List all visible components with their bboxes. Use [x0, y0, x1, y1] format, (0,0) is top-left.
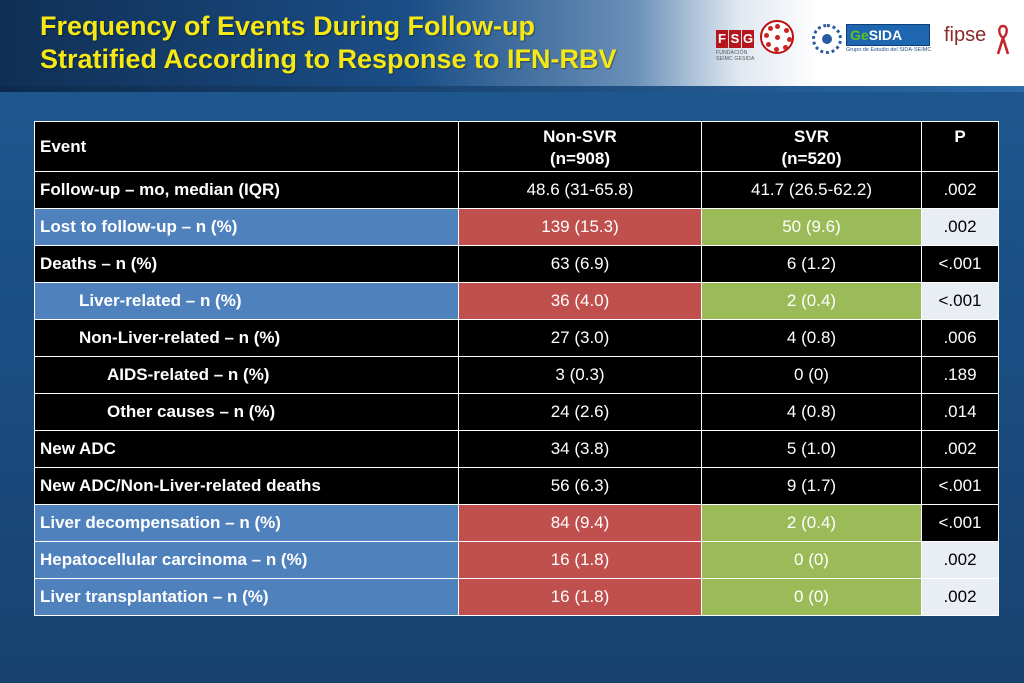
header-event: Event [34, 121, 459, 172]
header-p: P [921, 121, 999, 172]
row-svr-value: 5 (1.0) [701, 430, 922, 468]
row-label: Follow-up – mo, median (IQR) [34, 171, 459, 209]
gesida-name: GeSIDA [846, 24, 930, 46]
fipse-wordmark: fipse [944, 24, 987, 46]
header-nonsvr: Non-SVR (n=908) [458, 121, 702, 172]
row-label: Liver-related – n (%) [34, 282, 459, 320]
table-row: Liver decompensation – n (%) 84 (9.4) 2 … [34, 504, 999, 542]
row-label: Non-Liver-related – n (%) [34, 319, 459, 357]
table-row: New ADC/Non-Liver-related deaths 56 (6.3… [34, 467, 999, 505]
slide-title-line1: Frequency of Events During Follow-up [40, 11, 536, 41]
row-label: Lost to follow-up – n (%) [34, 208, 459, 246]
row-nonsvr-value: 84 (9.4) [458, 504, 702, 542]
row-p-value: <.001 [921, 282, 999, 320]
row-label: New ADC/Non-Liver-related deaths [34, 467, 459, 505]
row-nonsvr-value: 34 (3.8) [458, 430, 702, 468]
row-p-value: <.001 [921, 504, 999, 542]
row-nonsvr-value: 36 (4.0) [458, 282, 702, 320]
row-label: New ADC [34, 430, 459, 468]
table-row: Deaths – n (%) 63 (6.9) 6 (1.2) <.001 [34, 245, 999, 283]
row-label: Liver decompensation – n (%) [34, 504, 459, 542]
table-row: New ADC 34 (3.8) 5 (1.0) .002 [34, 430, 999, 468]
fsg-logo: F S G FUNDACIÓN SEIMC GESIDA [712, 20, 812, 62]
fipse-logo: fipse [944, 20, 1014, 60]
red-ribbon-icon [996, 24, 1010, 55]
row-p-value: .189 [921, 356, 999, 394]
row-label: Liver transplantation – n (%) [34, 578, 459, 616]
row-svr-value: 2 (0.4) [701, 282, 922, 320]
fsg-letter-g: G [742, 30, 754, 48]
row-svr-value: 2 (0.4) [701, 504, 922, 542]
table-row: Follow-up – mo, median (IQR) 48.6 (31-65… [34, 171, 999, 209]
row-nonsvr-value: 48.6 (31-65.8) [458, 171, 702, 209]
row-nonsvr-value: 139 (15.3) [458, 208, 702, 246]
row-svr-value: 4 (0.8) [701, 319, 922, 357]
row-p-value: .002 [921, 208, 999, 246]
table-row: AIDS-related – n (%) 3 (0.3) 0 (0) .189 [34, 356, 999, 394]
events-table-container: Event Non-SVR (n=908) SVR (n=520) P Foll… [34, 121, 999, 616]
table-row: Liver transplantation – n (%) 16 (1.8) 0… [34, 578, 999, 616]
table-header-row: Event Non-SVR (n=908) SVR (n=520) P [34, 121, 999, 172]
row-p-value: .002 [921, 171, 999, 209]
row-nonsvr-value: 56 (6.3) [458, 467, 702, 505]
row-svr-value: 41.7 (26.5-62.2) [701, 171, 922, 209]
fsg-letter-s: S [729, 30, 741, 48]
row-svr-value: 4 (0.8) [701, 393, 922, 431]
row-p-value: .002 [921, 578, 999, 616]
row-p-value: .002 [921, 430, 999, 468]
row-label: AIDS-related – n (%) [34, 356, 459, 394]
row-svr-value: 0 (0) [701, 541, 922, 579]
slide-title-line2: Stratified According to Response to IFN-… [40, 44, 617, 74]
table-row: Lost to follow-up – n (%) 139 (15.3) 50 … [34, 208, 999, 246]
row-p-value: .014 [921, 393, 999, 431]
fsg-subtitle: FUNDACIÓN SEIMC GESIDA [716, 50, 755, 62]
events-table: Event Non-SVR (n=908) SVR (n=520) P Foll… [34, 121, 999, 616]
fsg-letter-f: F [716, 30, 728, 48]
row-p-value: .006 [921, 319, 999, 357]
fsg-emblem-icon [760, 20, 794, 54]
row-nonsvr-value: 3 (0.3) [458, 356, 702, 394]
row-svr-value: 6 (1.2) [701, 245, 922, 283]
table-row: Liver-related – n (%) 36 (4.0) 2 (0.4) <… [34, 282, 999, 320]
row-p-value: <.001 [921, 467, 999, 505]
row-svr-value: 0 (0) [701, 578, 922, 616]
table-row: Other causes – n (%) 24 (2.6) 4 (0.8) .0… [34, 393, 999, 431]
title-accent-line [0, 86, 1024, 92]
gesida-logo: GeSIDA Grupo de Estudio del SIDA-SEIMC [812, 22, 932, 58]
row-svr-value: 50 (9.6) [701, 208, 922, 246]
row-label: Deaths – n (%) [34, 245, 459, 283]
row-nonsvr-value: 24 (2.6) [458, 393, 702, 431]
gesida-tagline: Grupo de Estudio del SIDA-SEIMC [846, 47, 932, 53]
row-svr-value: 9 (1.7) [701, 467, 922, 505]
row-nonsvr-value: 16 (1.8) [458, 578, 702, 616]
table-row: Non-Liver-related – n (%) 27 (3.0) 4 (0.… [34, 319, 999, 357]
row-label: Hepatocellular carcinoma – n (%) [34, 541, 459, 579]
row-nonsvr-value: 27 (3.0) [458, 319, 702, 357]
row-p-value: <.001 [921, 245, 999, 283]
row-p-value: .002 [921, 541, 999, 579]
slide-title: Frequency of Events During Follow-up Str… [40, 10, 740, 76]
header-svr: SVR (n=520) [701, 121, 922, 172]
row-nonsvr-value: 63 (6.9) [458, 245, 702, 283]
table-row: Hepatocellular carcinoma – n (%) 16 (1.8… [34, 541, 999, 579]
row-nonsvr-value: 16 (1.8) [458, 541, 702, 579]
row-label: Other causes – n (%) [34, 393, 459, 431]
row-svr-value: 0 (0) [701, 356, 922, 394]
gesida-ring-icon [812, 24, 842, 54]
